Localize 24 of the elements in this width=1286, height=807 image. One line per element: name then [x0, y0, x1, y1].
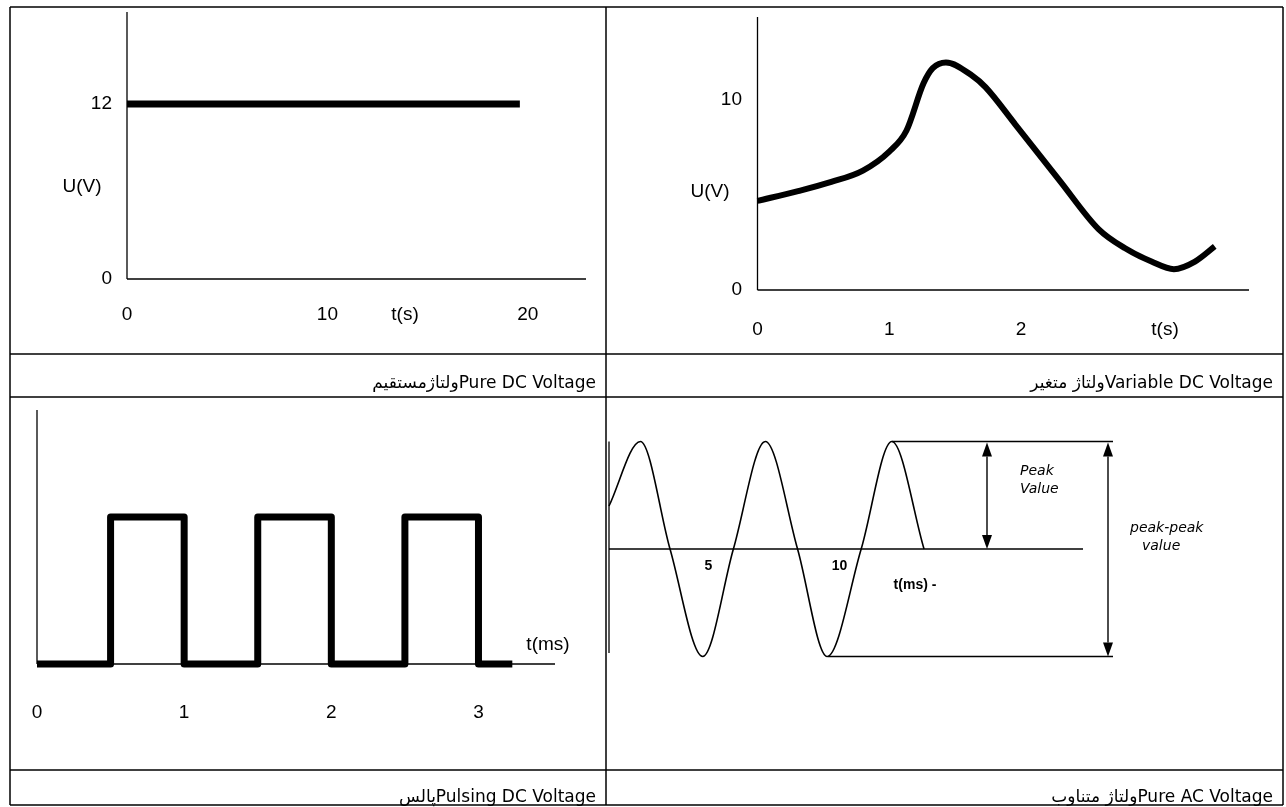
annotation: Peak Value: [1020, 462, 1059, 496]
x-tick-label: 2: [326, 701, 337, 723]
y-axis-title: U(V): [690, 180, 730, 202]
x-tick-label: 2: [1015, 318, 1027, 340]
y-tick-label: 12: [90, 91, 112, 113]
y-axis-title: U(V): [62, 175, 102, 197]
text: Pure AC Voltageولتاژ متناوب: [1051, 786, 1273, 806]
text: Pure DC Voltageولتاژمستقیم: [372, 372, 596, 393]
x-tick-label: 3: [473, 701, 484, 723]
x-tick-label: 1: [883, 318, 895, 340]
x-tick-label: 0: [121, 303, 133, 325]
x-tick-label: 0: [31, 701, 43, 723]
x-axis-title: t(ms) -: [893, 575, 937, 592]
text: Pulsing DC Voltageپالس: [399, 786, 596, 807]
x-axis-title: t(s): [1151, 318, 1179, 340]
x-tick-label: 1: [178, 701, 190, 723]
text: peak-peak value: [1129, 519, 1205, 553]
x-tick-label: 20: [517, 303, 539, 325]
x-axis-title: t(s): [391, 303, 419, 325]
x-axis-title: t(ms): [526, 633, 570, 655]
x-tick-label: 5: [704, 556, 713, 573]
x-tick-label: 10: [316, 303, 339, 325]
x-tick-label: 0: [752, 318, 763, 340]
text: Variable DC Voltageولتاژ متغیر: [1029, 372, 1273, 392]
